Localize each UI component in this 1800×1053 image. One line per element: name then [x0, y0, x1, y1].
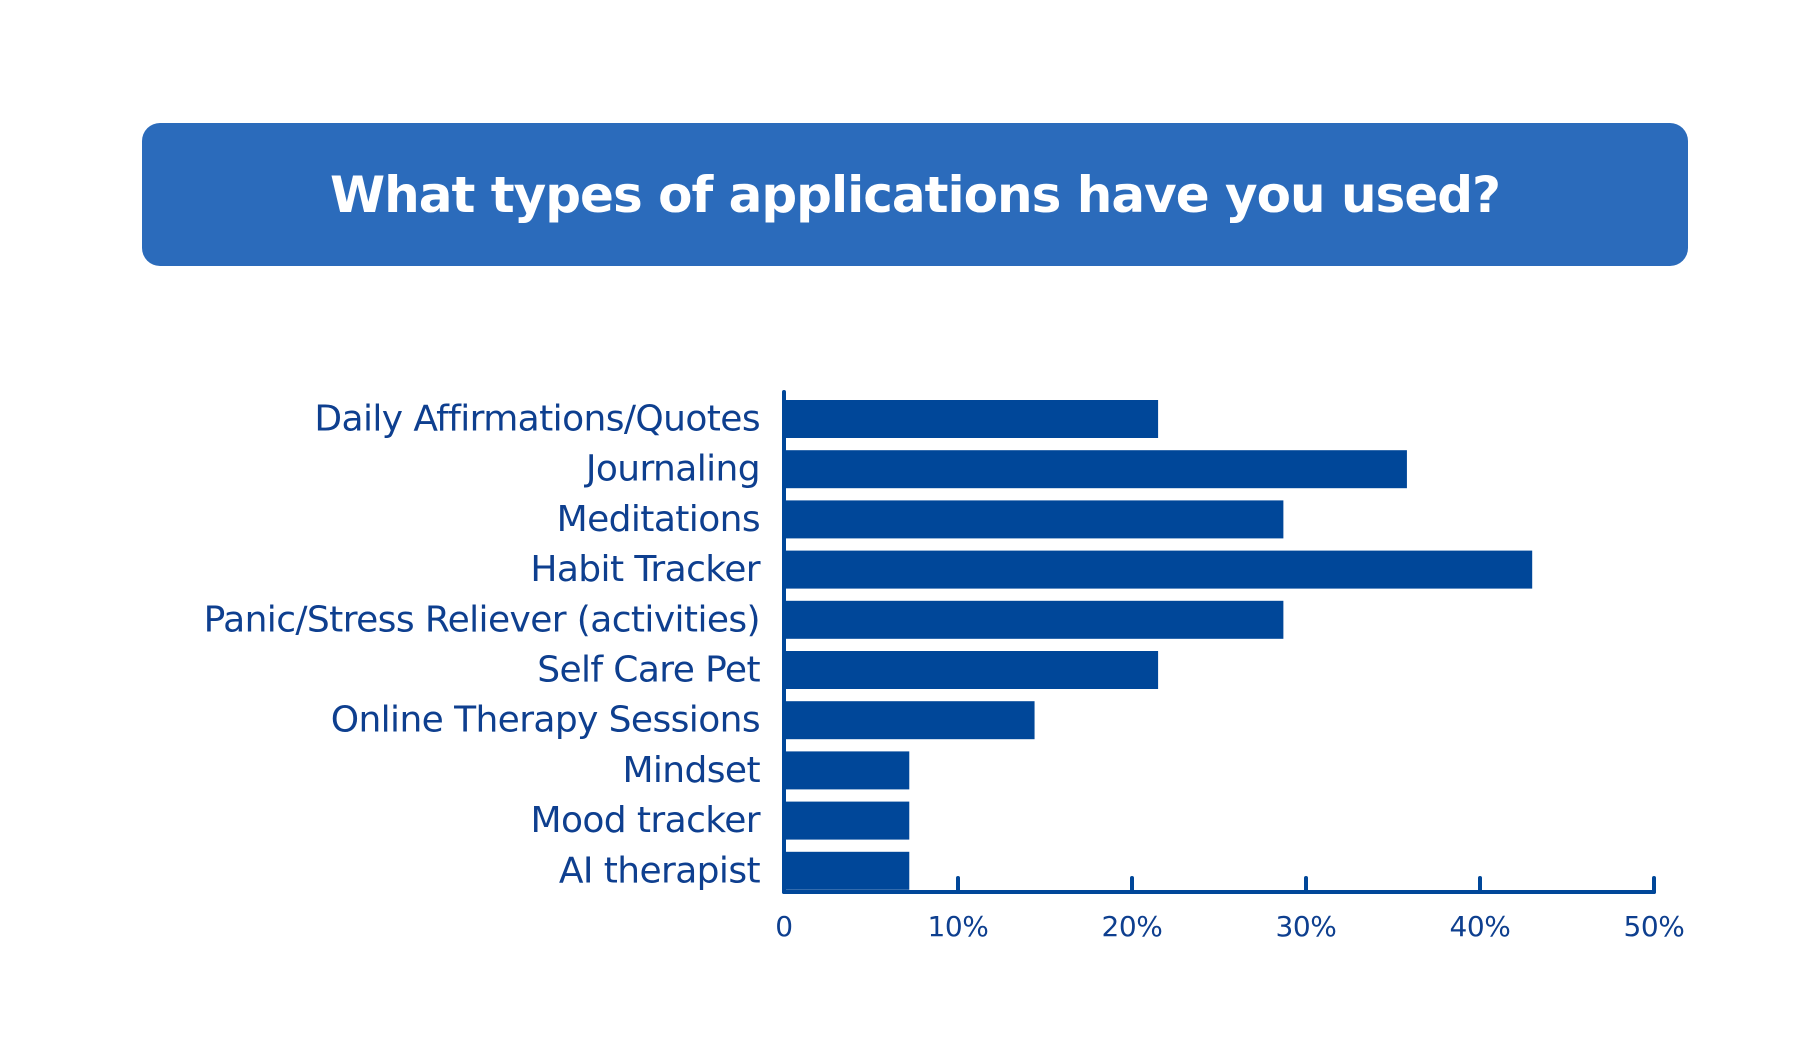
category-label-self-care-pet: Self Care Pet: [537, 650, 760, 691]
category-label-panic-stress-reliever-activities: Panic/Stress Reliever (activities): [204, 599, 760, 640]
bar-ai-therapist: [784, 851, 910, 890]
bar-journaling: [784, 450, 1407, 489]
ticks-group: 0 10% 20% 30% 40% 50%: [775, 876, 1685, 943]
bar-online-therapy-sessions: [784, 701, 1035, 740]
axes-group: [782, 390, 1656, 894]
bars-group: [784, 400, 1533, 890]
bar-mood-tracker: [784, 801, 910, 840]
category-label-online-therapy-sessions: Online Therapy Sessions: [331, 700, 760, 741]
bar-panic-stress-reliever-activities: [784, 600, 1284, 639]
bar-self-care-pet: [784, 651, 1159, 689]
x-tick-label-40: 40%: [1449, 910, 1510, 943]
category-label-mood-tracker: Mood tracker: [531, 800, 761, 841]
category-label-habit-tracker: Habit Tracker: [530, 549, 760, 590]
x-tick-label-0: 0: [775, 910, 792, 943]
bar-meditations: [784, 500, 1284, 539]
bar-habit-tracker: [784, 550, 1533, 589]
category-labels-group: Daily Affirmations/Quotes Journaling Medit…: [204, 399, 762, 892]
category-label-mindset: Mindset: [622, 750, 760, 791]
category-label-journaling: Journaling: [584, 449, 760, 490]
category-label-ai-therapist: AI therapist: [559, 850, 761, 891]
title-banner: What types of applications have you used…: [142, 123, 1688, 266]
chart-title: What types of applications have you used…: [329, 165, 1501, 224]
category-label-daily-affirmations-quotes: Daily Affirmations/Quotes: [314, 399, 760, 440]
bar-mindset: [784, 751, 910, 790]
x-tick-label-10: 10%: [927, 910, 988, 943]
x-tick-label-20: 20%: [1101, 910, 1162, 943]
x-tick-label-50: 50%: [1623, 910, 1684, 943]
x-tick-label-30: 30%: [1275, 910, 1336, 943]
bar-daily-affirmations-quotes: [784, 400, 1159, 438]
category-label-meditations: Meditations: [557, 499, 760, 540]
